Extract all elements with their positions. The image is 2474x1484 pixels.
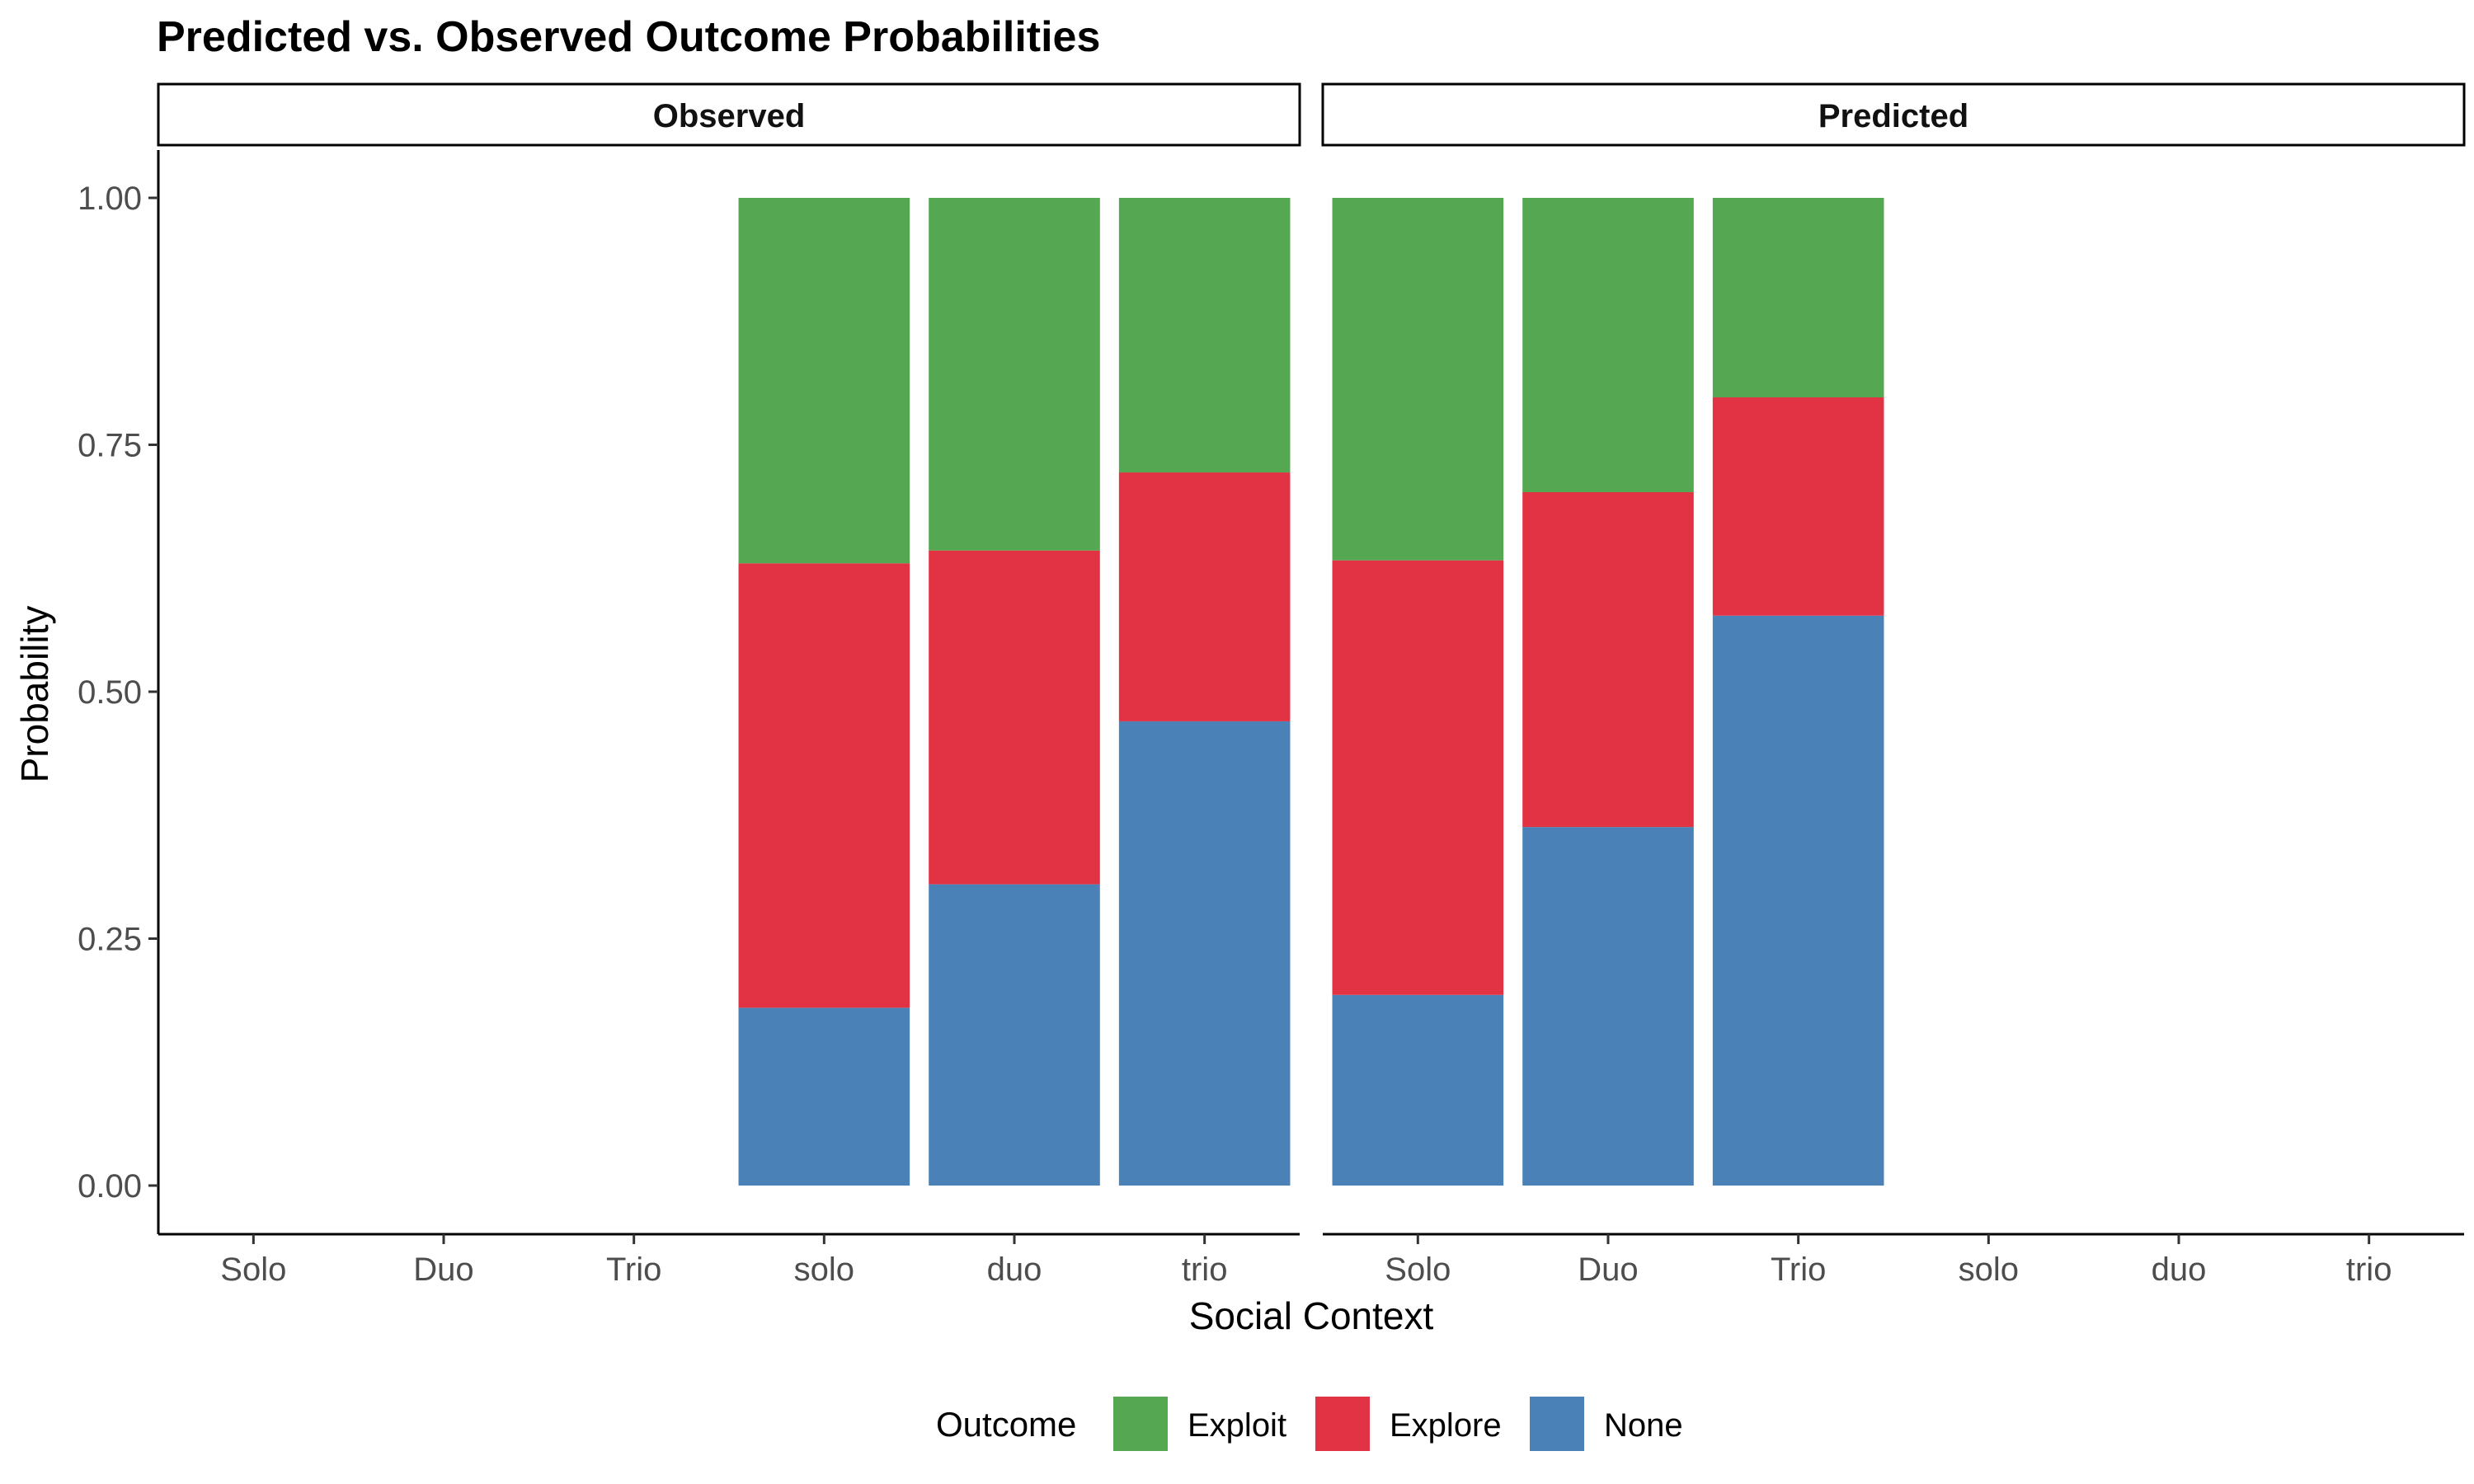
x-tick-label: solo [1959, 1252, 2019, 1288]
x-tick-label: Trio [1771, 1252, 1826, 1288]
panel-observed: Observed 0.00 0.25 0.50 0.75 1.00 Solo Duo Trio s… [78, 82, 1301, 1288]
bar-duo-explore [1522, 492, 1694, 828]
bar-trio-explore [1712, 397, 1884, 616]
x-tick-label: Solo [220, 1252, 286, 1288]
legend-label-none: None [1604, 1407, 1683, 1444]
bar-duo-exploit [1522, 198, 1694, 493]
bar-trio-exploit [1118, 198, 1291, 473]
legend-key-none [1530, 1397, 1584, 1451]
x-tick-label: Duo [413, 1252, 473, 1288]
bar-solo-exploit [1332, 198, 1504, 561]
panels: Observed 0.00 0.25 0.50 0.75 1.00 Solo Duo Trio s… [78, 82, 2466, 1288]
facet-strip [157, 82, 1301, 147]
x-tick-label: duo [987, 1252, 1042, 1288]
facet-strip-label: Observed [653, 98, 806, 134]
bar-duo-none [929, 884, 1100, 1186]
y-tick-label: 1.00 [78, 181, 142, 217]
legend-label-explore: Explore [1390, 1407, 1502, 1444]
y-tick-label: 0.75 [78, 428, 142, 464]
chart-title: Predicted vs. Observed Outcome Probabili… [157, 13, 1100, 61]
bar-trio-exploit [1712, 198, 1884, 397]
x-tick-label: duo [2152, 1252, 2207, 1288]
bar-duo-exploit [929, 198, 1100, 551]
panel-predicted: Predicted Solo Duo Trio solo duo trio [1321, 82, 2466, 1288]
x-tick-label: solo [794, 1252, 854, 1288]
legend-key-exploit [1113, 1397, 1168, 1451]
x-axis-title: Social Context [1189, 1294, 1434, 1337]
bar-solo-none [738, 1007, 910, 1186]
legend-label-exploit: Exploit [1188, 1407, 1286, 1444]
x-tick-label: trio [1182, 1252, 1228, 1288]
y-axis-title: Probability [13, 606, 56, 783]
legend-title: Outcome [936, 1405, 1076, 1444]
y-tick-label: 0.00 [78, 1168, 142, 1205]
y-tick-label: 0.50 [78, 674, 142, 711]
facet-strip-label: Predicted [1818, 98, 1968, 134]
y-tick-label: 0.25 [78, 922, 142, 958]
bar-solo-explore [738, 563, 910, 1008]
bar-duo-none [1522, 827, 1694, 1186]
legend-key-explore [1315, 1397, 1370, 1451]
facet-strip [1321, 82, 2466, 147]
bar-solo-exploit [738, 198, 910, 564]
bar-duo-explore [929, 550, 1100, 885]
x-tick-label: Trio [606, 1252, 661, 1288]
x-tick-label: Duo [1578, 1252, 1638, 1288]
x-tick-label: trio [2346, 1252, 2392, 1288]
bar-solo-explore [1332, 560, 1504, 995]
bar-solo-none [1332, 994, 1504, 1186]
bar-trio-none [1712, 615, 1884, 1186]
bar-trio-none [1118, 721, 1291, 1186]
x-tick-label: Solo [1385, 1252, 1451, 1288]
legend: Outcome Exploit Explore None [936, 1397, 1683, 1451]
bar-trio-explore [1118, 472, 1291, 721]
